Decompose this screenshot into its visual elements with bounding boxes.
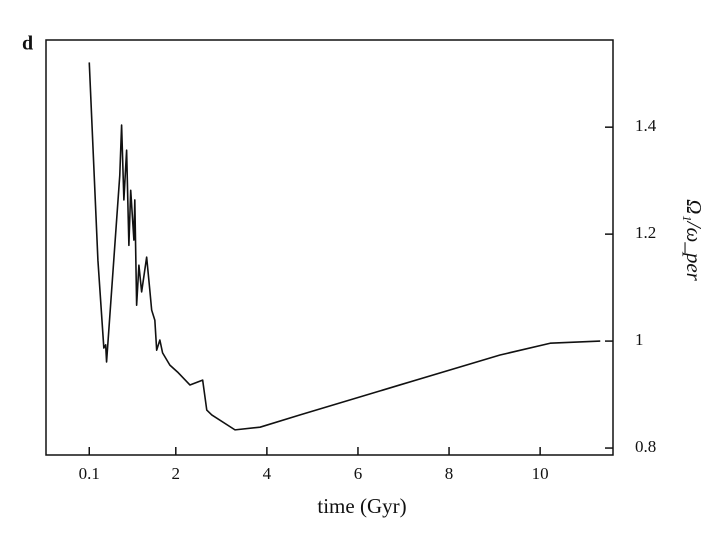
y-tick-label: 1 [635, 330, 644, 349]
panel-label: d [22, 33, 33, 55]
y-tick-label: 1.4 [635, 116, 657, 135]
plot-frame [45, 39, 614, 456]
x-tick-label: 8 [445, 464, 454, 483]
y-tick-label: 0.8 [635, 437, 656, 456]
x-tick-label: 10 [532, 464, 549, 483]
x-tick-label: 4 [263, 464, 272, 483]
y-axis-label: Ω₁/ω_per [682, 199, 706, 281]
x-axis-label: time (Gyr) [317, 494, 406, 518]
data-line [88, 62, 601, 431]
x-tick-label: 0.1 [79, 464, 100, 483]
x-tick-label: 2 [172, 464, 181, 483]
x-tick-label: 6 [354, 464, 363, 483]
y-tick-label: 1.2 [635, 223, 656, 242]
